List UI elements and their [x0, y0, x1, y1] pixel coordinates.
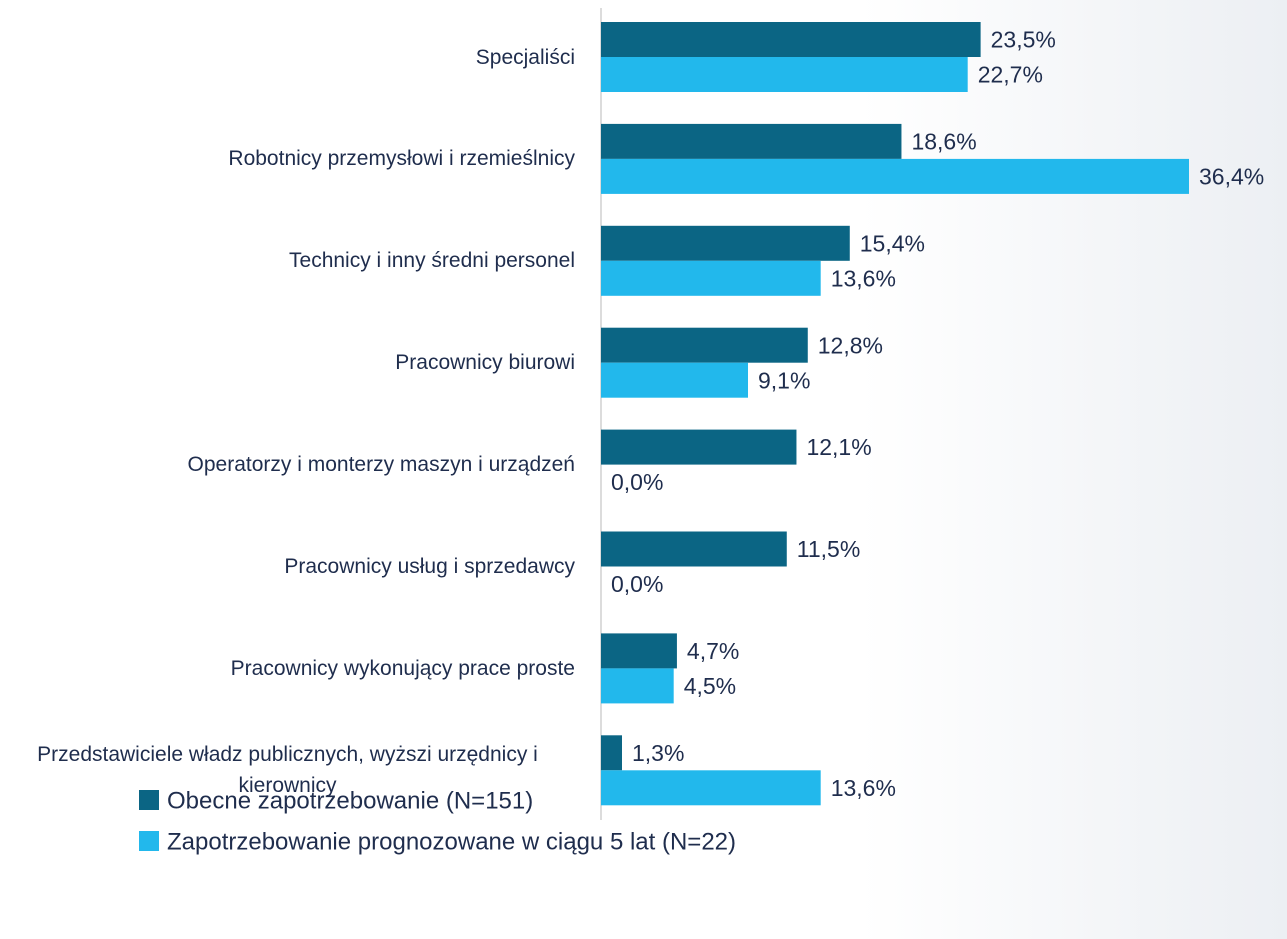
value-label: 15,4% — [860, 230, 925, 256]
bar — [601, 22, 981, 57]
category-label-box: Przedstawiciele władz publicznych, wyższ… — [0, 730, 575, 810]
bar — [601, 668, 674, 704]
value-label: 22,7% — [978, 62, 1043, 88]
value-label: 0,0% — [611, 469, 663, 495]
bar — [601, 531, 787, 567]
background — [860, 0, 1287, 939]
legend-label: Zapotrzebowanie prognozowane w ciągu 5 l… — [167, 828, 736, 855]
category-label: Specjaliści — [475, 45, 575, 69]
value-label: 23,5% — [991, 27, 1056, 53]
bar — [601, 633, 677, 669]
bar — [601, 327, 808, 363]
value-label: 13,6% — [831, 775, 896, 801]
category-label-box: Pracownicy usług i sprzedawcy — [284, 527, 575, 607]
bar — [601, 57, 968, 92]
bar — [601, 158, 1189, 194]
value-label: 13,6% — [831, 265, 896, 291]
bar — [601, 362, 748, 398]
bar — [601, 735, 622, 771]
category-label-box: Pracownicy biurowi — [395, 323, 575, 403]
bar — [601, 225, 850, 261]
legend-swatch — [139, 831, 159, 851]
category-label: Technicy i inny średni personel — [289, 249, 575, 273]
value-label: 12,1% — [806, 434, 871, 460]
category-label: Przedstawiciele władz publicznych, wyższ… — [37, 743, 538, 798]
value-label: 18,6% — [911, 128, 976, 154]
legend-swatch — [139, 790, 159, 810]
category-label-box: Robotnicy przemysłowi i rzemieślnicy — [228, 119, 575, 199]
bar — [601, 770, 821, 806]
category-label-box: Operatorzy i monterzy maszyn i urządzeń — [188, 425, 575, 505]
value-label: 9,1% — [758, 367, 810, 393]
category-label: Pracownicy wykonujący prace proste — [230, 656, 575, 680]
value-label: 4,7% — [687, 638, 739, 664]
value-label: 36,4% — [1199, 163, 1264, 189]
value-label: 12,8% — [818, 332, 883, 358]
value-label: 4,5% — [684, 673, 736, 699]
category-label-box: Technicy i inny średni personel — [289, 221, 575, 301]
category-label: Pracownicy usług i sprzedawcy — [284, 555, 575, 578]
value-label: 11,5% — [797, 536, 861, 562]
bar — [601, 260, 821, 296]
category-label-box: Pracownicy wykonujący prace proste — [231, 628, 575, 708]
category-label-box: Specjaliści — [476, 17, 575, 97]
legend-label: Obecne zapotrzebowanie (N=151) — [167, 787, 533, 814]
category-label: Pracownicy biurowi — [395, 351, 575, 375]
category-label: Operatorzy i monterzy maszyn i urządzeń — [187, 453, 575, 477]
bar — [601, 123, 902, 159]
category-label: Robotnicy przemysłowi i rzemieślnicy — [228, 147, 575, 171]
value-label: 1,3% — [632, 740, 684, 766]
bar — [601, 429, 797, 465]
value-label: 0,0% — [611, 571, 663, 597]
